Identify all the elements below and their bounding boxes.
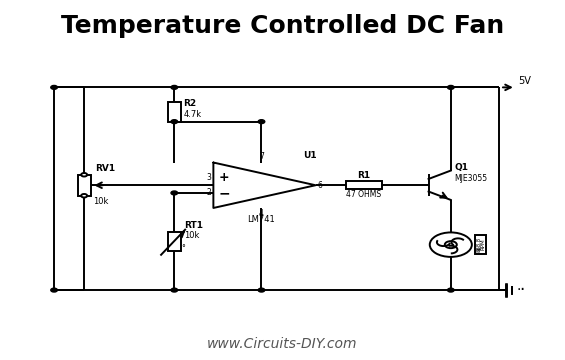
Text: ·: ·	[519, 281, 524, 299]
Text: 3: 3	[206, 173, 211, 182]
Circle shape	[171, 288, 177, 292]
Text: Q1: Q1	[454, 163, 468, 172]
Circle shape	[81, 173, 87, 176]
Text: RPM: RPM	[481, 239, 486, 251]
Bar	[77, 175, 91, 196]
Circle shape	[258, 120, 265, 123]
Circle shape	[171, 85, 177, 89]
Text: U1: U1	[303, 152, 317, 161]
Text: Temperature Controlled DC Fan: Temperature Controlled DC Fan	[61, 14, 504, 38]
Text: 7: 7	[259, 152, 264, 161]
Circle shape	[447, 288, 454, 292]
Text: RT1: RT1	[185, 221, 203, 230]
Text: LM741: LM741	[247, 215, 275, 224]
Circle shape	[258, 288, 265, 292]
Text: MJE3055: MJE3055	[454, 175, 488, 184]
Text: 4.7k: 4.7k	[183, 110, 202, 119]
Text: 888.8: 888.8	[476, 237, 481, 252]
Text: 5V: 5V	[518, 76, 531, 86]
Text: -tc°: -tc°	[173, 244, 187, 253]
Circle shape	[171, 191, 177, 195]
Circle shape	[81, 194, 87, 198]
Text: R2: R2	[183, 99, 197, 108]
Text: +: +	[475, 247, 481, 253]
Text: 47 OHMS: 47 OHMS	[346, 190, 381, 199]
Text: 10k: 10k	[185, 231, 200, 240]
Circle shape	[447, 85, 454, 89]
Text: 6: 6	[318, 181, 323, 190]
Bar	[168, 102, 181, 122]
Bar	[168, 232, 181, 251]
Text: ·: ·	[517, 283, 521, 297]
Circle shape	[51, 85, 58, 89]
Circle shape	[445, 241, 457, 248]
Circle shape	[171, 120, 177, 123]
Text: 2: 2	[206, 188, 211, 197]
Text: RV1: RV1	[95, 165, 116, 174]
Text: R1: R1	[357, 171, 370, 180]
Text: 10k: 10k	[93, 197, 108, 206]
Circle shape	[51, 288, 58, 292]
Circle shape	[430, 233, 472, 257]
Bar	[346, 181, 382, 189]
Text: +: +	[219, 171, 229, 184]
Bar	[475, 235, 486, 254]
Text: www.Circuits-DIY.com: www.Circuits-DIY.com	[207, 337, 358, 351]
Text: 4: 4	[259, 210, 264, 219]
Text: −: −	[219, 186, 230, 200]
